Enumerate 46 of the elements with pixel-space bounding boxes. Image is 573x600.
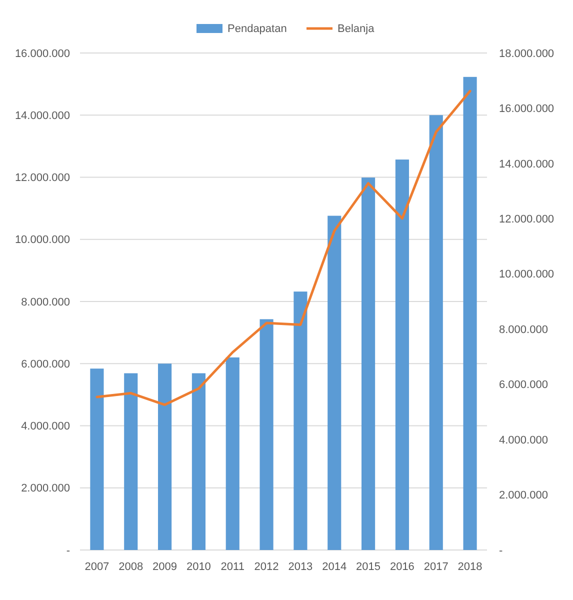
legend-label: Belanja [338, 23, 376, 36]
y-tick-label: 14.000.000 [14, 110, 70, 122]
x-tick-label: 2011 [220, 561, 244, 573]
bar [260, 319, 274, 550]
y-tick-label: 12.000.000 [14, 172, 70, 184]
y2-tick-label: 10.000.000 [499, 268, 554, 281]
bar [429, 115, 443, 550]
bar [124, 373, 138, 550]
bar [362, 178, 376, 550]
bar [226, 357, 240, 550]
legend-label: Pendapatan [228, 23, 287, 36]
y-tick-label: 10.000.000 [14, 234, 70, 246]
x-tick-label: 2009 [152, 561, 178, 573]
x-tick-label: 2008 [118, 561, 144, 573]
x-tick-label: 2007 [84, 561, 110, 573]
y2-tick-label: - [499, 544, 503, 557]
x-tick-label: 2010 [186, 561, 211, 573]
bar [294, 292, 308, 550]
y2-tick-label: 16.000.000 [499, 103, 554, 116]
x-tick-label: 2015 [356, 561, 381, 573]
y-tick-label: 4.000.000 [21, 420, 70, 433]
y-tick-label: 16.000.000 [14, 48, 70, 60]
y-tick-label: 8.000.000 [21, 296, 70, 308]
x-tick-label: 2016 [390, 561, 414, 573]
y2-tick-label: 4.000.000 [499, 434, 548, 446]
x-tick-label: 2013 [288, 561, 313, 573]
y2-tick-label: 12.000.000 [499, 214, 554, 226]
y2-tick-label: 8.000.000 [499, 324, 548, 336]
bar [395, 160, 409, 550]
x-tick-label: 2017 [424, 561, 448, 573]
x-tick-label: 2012 [254, 561, 279, 573]
y-tick-label: 2.000.000 [21, 482, 70, 495]
line-series [96, 90, 472, 406]
bar [328, 216, 342, 550]
y2-tick-label: 14.000.000 [499, 158, 554, 170]
bar [90, 368, 104, 550]
y2-tick-label: 2.000.000 [499, 490, 548, 502]
bar [192, 373, 206, 550]
bar [158, 364, 172, 550]
y-tick-label: - [66, 544, 70, 557]
x-tick-label: 2014 [322, 561, 347, 573]
y-tick-label: 6.000.000 [21, 358, 70, 370]
bar [463, 76, 477, 550]
y2-tick-label: 6.000.000 [499, 379, 548, 392]
x-tick-label: 2018 [458, 561, 482, 573]
y2-tick-label: 18.000.000 [499, 48, 554, 60]
